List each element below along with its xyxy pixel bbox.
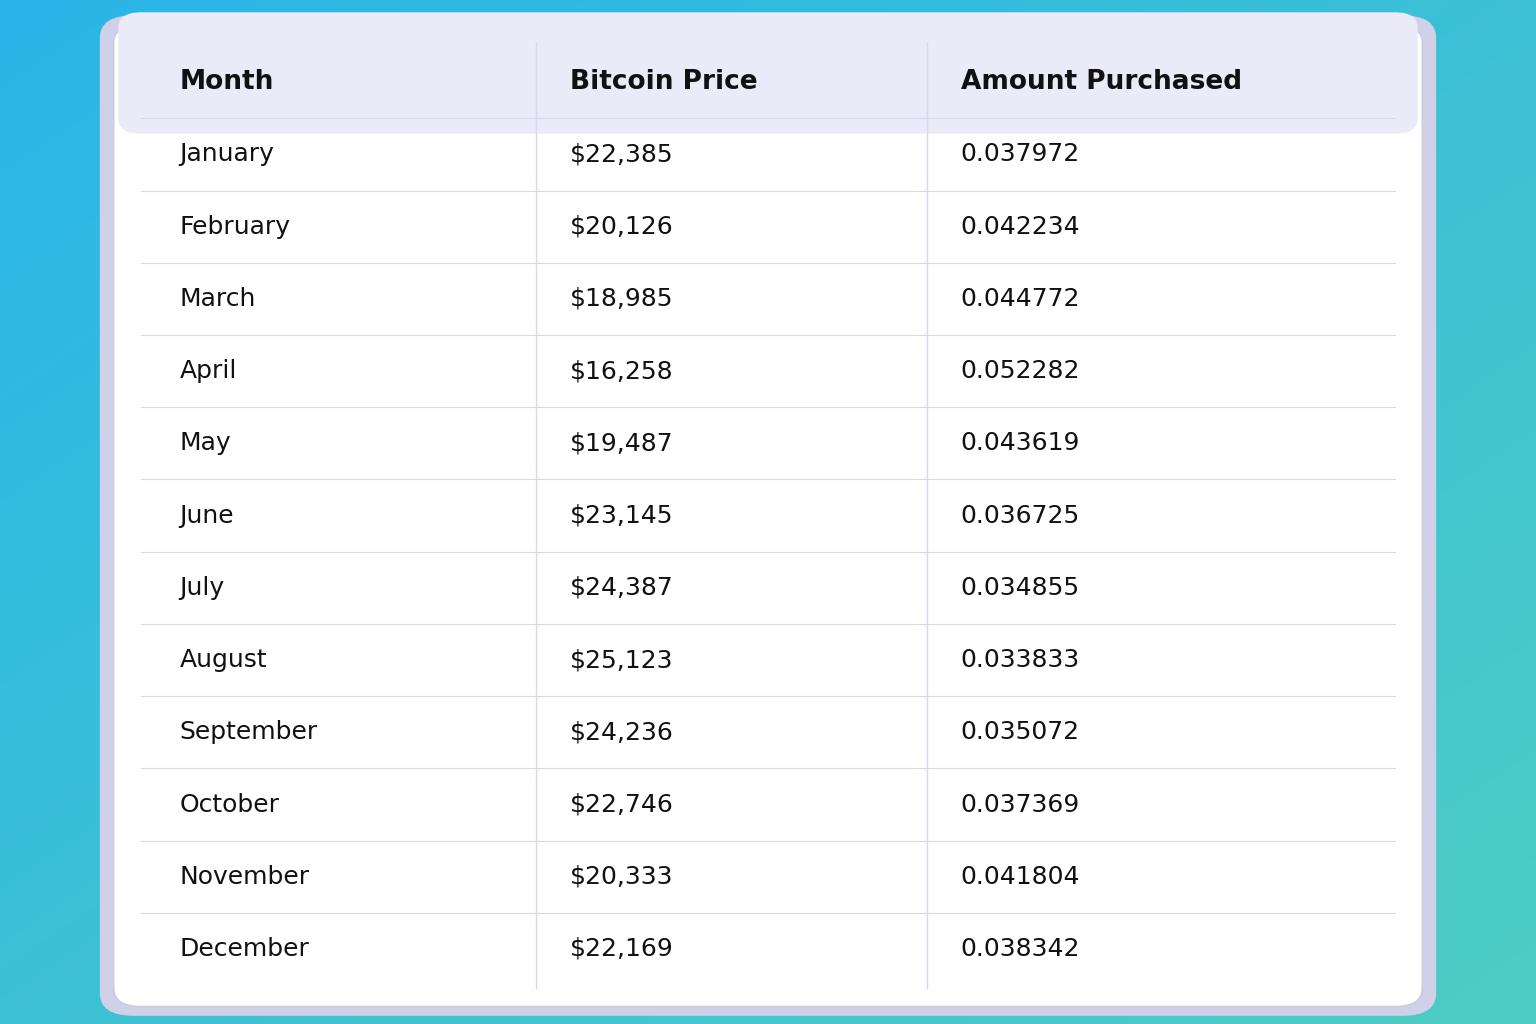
Text: $25,123: $25,123 [570, 648, 674, 672]
Text: $24,236: $24,236 [570, 720, 674, 744]
Text: $19,487: $19,487 [570, 431, 674, 456]
Text: $24,387: $24,387 [570, 575, 674, 600]
Text: 0.041804: 0.041804 [960, 864, 1080, 889]
Text: $20,333: $20,333 [570, 864, 674, 889]
Text: Amount Purchased: Amount Purchased [960, 70, 1241, 95]
Text: April: April [180, 359, 237, 383]
Text: Month: Month [180, 70, 273, 95]
Text: $22,746: $22,746 [570, 793, 674, 816]
Text: September: September [180, 720, 318, 744]
Bar [141, 912, 1395, 985]
FancyBboxPatch shape [118, 12, 1418, 134]
Text: June: June [180, 504, 235, 527]
Text: 0.035072: 0.035072 [960, 720, 1080, 744]
Text: August: August [180, 648, 267, 672]
Bar [141, 552, 1395, 624]
Bar [141, 335, 1395, 408]
Text: February: February [180, 215, 290, 239]
Bar [141, 479, 1395, 552]
Text: $18,985: $18,985 [570, 287, 674, 311]
Text: July: July [180, 575, 224, 600]
Text: $23,145: $23,145 [570, 504, 674, 527]
Bar [141, 119, 1395, 190]
Text: 0.042234: 0.042234 [960, 215, 1080, 239]
Bar [141, 841, 1395, 912]
Text: Bitcoin Price: Bitcoin Price [570, 70, 757, 95]
Text: $22,169: $22,169 [570, 937, 674, 961]
Text: 0.037369: 0.037369 [960, 793, 1080, 816]
FancyBboxPatch shape [100, 15, 1436, 1016]
Bar [141, 408, 1395, 479]
Text: January: January [180, 142, 275, 167]
Text: 0.043619: 0.043619 [960, 431, 1080, 456]
Text: 0.034855: 0.034855 [960, 575, 1080, 600]
Text: $16,258: $16,258 [570, 359, 674, 383]
Bar [141, 190, 1395, 263]
Text: $22,385: $22,385 [570, 142, 674, 167]
Bar [141, 696, 1395, 768]
Text: December: December [180, 937, 310, 961]
Text: 0.033833: 0.033833 [960, 648, 1080, 672]
Text: 0.037972: 0.037972 [960, 142, 1080, 167]
Bar [141, 263, 1395, 335]
Text: November: November [180, 864, 310, 889]
Text: March: March [180, 287, 257, 311]
Text: 0.052282: 0.052282 [960, 359, 1080, 383]
Text: 0.036725: 0.036725 [960, 504, 1080, 527]
Text: $20,126: $20,126 [570, 215, 674, 239]
Bar [141, 768, 1395, 841]
FancyBboxPatch shape [114, 25, 1422, 1007]
Bar [141, 624, 1395, 696]
Text: 0.044772: 0.044772 [960, 287, 1080, 311]
Text: October: October [180, 793, 280, 816]
Text: 0.038342: 0.038342 [960, 937, 1080, 961]
Text: May: May [180, 431, 232, 456]
